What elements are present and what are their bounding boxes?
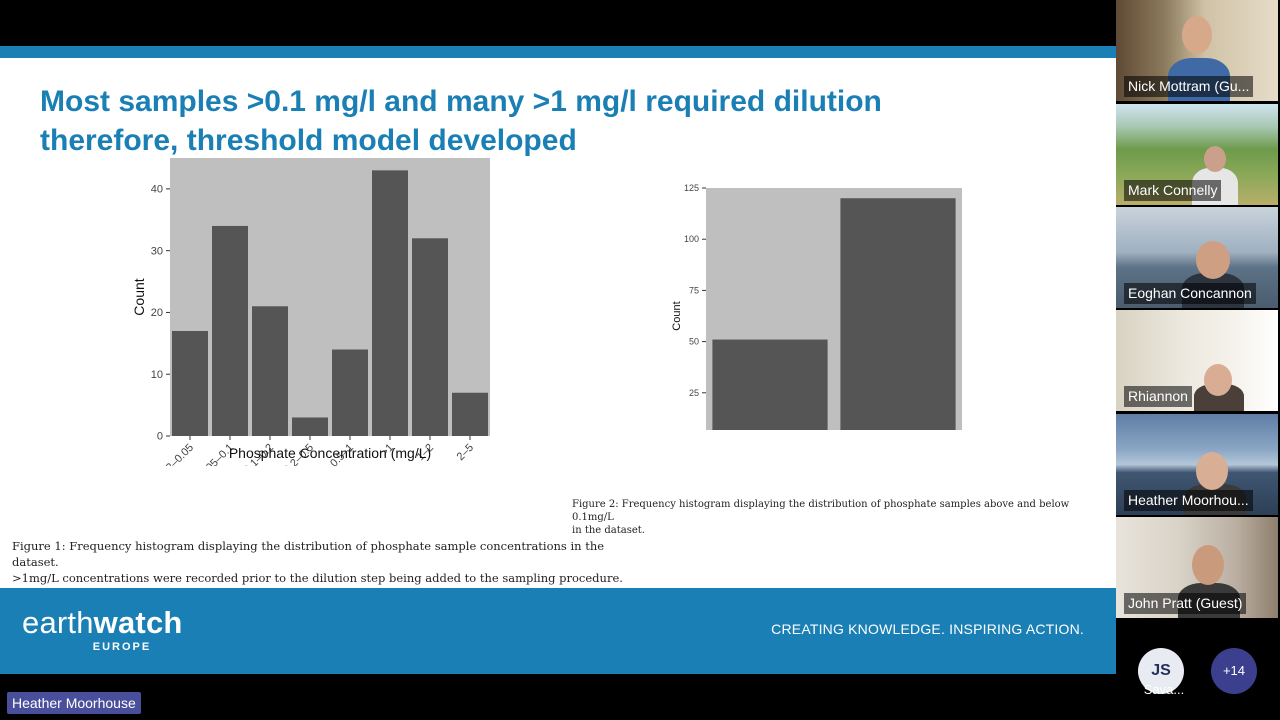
participant-name: Eoghan Concannon xyxy=(1124,283,1256,304)
participant-face xyxy=(1196,452,1228,490)
bar xyxy=(292,417,328,436)
figure-2-caption-line-1: Figure 2: Frequency histogram displaying… xyxy=(572,499,1070,523)
figure-1-caption: Figure 1: Frequency histogram displaying… xyxy=(12,538,652,586)
participant-tile[interactable]: Rhiannon xyxy=(1116,310,1278,411)
figure-1-caption-line-1: Figure 1: Frequency histogram displaying… xyxy=(12,539,605,569)
figure-1-caption-line-2: >1mg/L concentrations were recorded prio… xyxy=(12,571,623,585)
y-tick-label: 30 xyxy=(151,245,163,257)
participant-name: John Pratt (Guest) xyxy=(1124,593,1247,614)
more-participants-button[interactable]: +14 xyxy=(1211,648,1257,694)
shared-slide: Most samples >0.1 mg/l and many >1 mg/l … xyxy=(0,46,1116,674)
participant-face xyxy=(1192,545,1224,585)
active-speaker-label: Heather Moorhouse xyxy=(7,692,141,714)
y-tick-label: 25 xyxy=(689,388,699,398)
slide-title-line-1: Most samples >0.1 mg/l and many >1 mg/l … xyxy=(40,85,882,118)
participant-face xyxy=(1204,364,1232,396)
y-tick-label: 100 xyxy=(684,234,699,244)
participant-tile[interactable]: Heather Moorhou... xyxy=(1116,414,1278,515)
earthwatch-logo: earthwatch EUROPE xyxy=(22,606,183,654)
participant-face xyxy=(1182,16,1212,54)
y-axis-label: Count xyxy=(131,278,147,315)
bar xyxy=(332,349,368,436)
y-tick-label: 125 xyxy=(684,183,699,193)
avatar-name: Sava... xyxy=(1143,682,1185,697)
logo-wordmark: earthwatch xyxy=(22,606,183,640)
participant-name: Nick Mottram (Gu... xyxy=(1124,76,1254,97)
bar xyxy=(452,392,488,436)
logo-subtitle: EUROPE xyxy=(92,641,152,653)
bar xyxy=(212,225,248,436)
participant-name: Rhiannon xyxy=(1124,386,1192,407)
y-tick-label: 50 xyxy=(689,337,699,347)
y-tick-label: 40 xyxy=(151,184,163,196)
y-tick-label: 0 xyxy=(157,431,163,443)
x-tick-label: 0.02–0.05 xyxy=(153,442,196,466)
bar xyxy=(412,238,448,436)
slide-top-bar xyxy=(0,46,1116,58)
participant-name: Heather Moorhou... xyxy=(1124,490,1253,511)
y-tick-label: 10 xyxy=(151,369,163,381)
logo-word-watch: watch xyxy=(93,605,183,640)
avatar-initials: JS xyxy=(1138,648,1184,694)
participant-face xyxy=(1204,146,1226,172)
y-tick-label: 20 xyxy=(151,307,163,319)
figure-2-caption-line-2: in the dataset. xyxy=(572,525,645,536)
y-axis-label: Count xyxy=(671,301,683,330)
participant-gallery: Nick Mottram (Gu... Mark Connelly Eoghan… xyxy=(1116,0,1280,720)
participant-name: Mark Connelly xyxy=(1124,180,1222,201)
figure-2-caption: Figure 2: Frequency histogram displaying… xyxy=(572,498,1072,537)
participant-face xyxy=(1196,241,1230,279)
x-axis-label: Phosphate Concentration (mg/L) xyxy=(229,445,431,461)
logo-word-earth: earth xyxy=(22,605,94,640)
phosphate-threshold-histogram: 0255075100125NoYesPhosphate concentratio… xyxy=(671,183,962,430)
bar xyxy=(252,306,288,436)
slide-title: Most samples >0.1 mg/l and many >1 mg/l … xyxy=(40,82,1080,160)
bar xyxy=(840,198,956,430)
participant-tile[interactable]: Mark Connelly xyxy=(1116,104,1278,205)
slide-footer: earthwatch EUROPE CREATING KNOWLEDGE. IN… xyxy=(0,588,1116,674)
participant-tile[interactable]: John Pratt (Guest) xyxy=(1116,517,1278,618)
participant-tile[interactable]: Eoghan Concannon xyxy=(1116,207,1278,308)
slide-tagline: CREATING KNOWLEDGE. INSPIRING ACTION. xyxy=(771,621,1084,637)
participant-tile[interactable]: Nick Mottram (Gu... xyxy=(1116,0,1278,101)
bar xyxy=(172,330,208,436)
slide-title-line-2: therefore, threshold model developed xyxy=(40,124,577,157)
x-tick-label: 2–5 xyxy=(455,442,476,463)
bar xyxy=(372,170,408,436)
y-tick-label: 75 xyxy=(689,285,699,295)
bar xyxy=(712,339,828,430)
